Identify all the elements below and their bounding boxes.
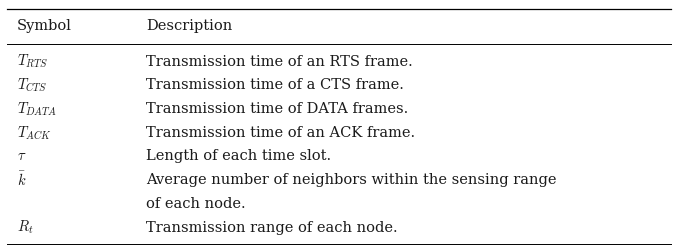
Text: $\tau$: $\tau$ <box>17 149 26 164</box>
Text: Average number of neighbors within the sensing range: Average number of neighbors within the s… <box>146 173 556 187</box>
Text: $\bar{k}$: $\bar{k}$ <box>17 171 26 189</box>
Text: Transmission time of an RTS frame.: Transmission time of an RTS frame. <box>146 55 412 69</box>
Text: Symbol: Symbol <box>17 19 72 34</box>
Text: Length of each time slot.: Length of each time slot. <box>146 149 331 164</box>
Text: Transmission time of an ACK frame.: Transmission time of an ACK frame. <box>146 126 415 140</box>
Text: Transmission time of DATA frames.: Transmission time of DATA frames. <box>146 102 408 116</box>
Text: $R_{t}$: $R_{t}$ <box>17 219 33 236</box>
Text: $T_{ACK}$: $T_{ACK}$ <box>17 124 52 142</box>
Text: $T_{DATA}$: $T_{DATA}$ <box>17 100 57 118</box>
Text: Transmission range of each node.: Transmission range of each node. <box>146 220 397 235</box>
Text: $T_{RTS}$: $T_{RTS}$ <box>17 53 48 71</box>
Text: of each node.: of each node. <box>146 197 245 211</box>
Text: $T_{CTS}$: $T_{CTS}$ <box>17 77 47 94</box>
Text: Description: Description <box>146 19 232 34</box>
Text: Transmission time of a CTS frame.: Transmission time of a CTS frame. <box>146 78 403 92</box>
